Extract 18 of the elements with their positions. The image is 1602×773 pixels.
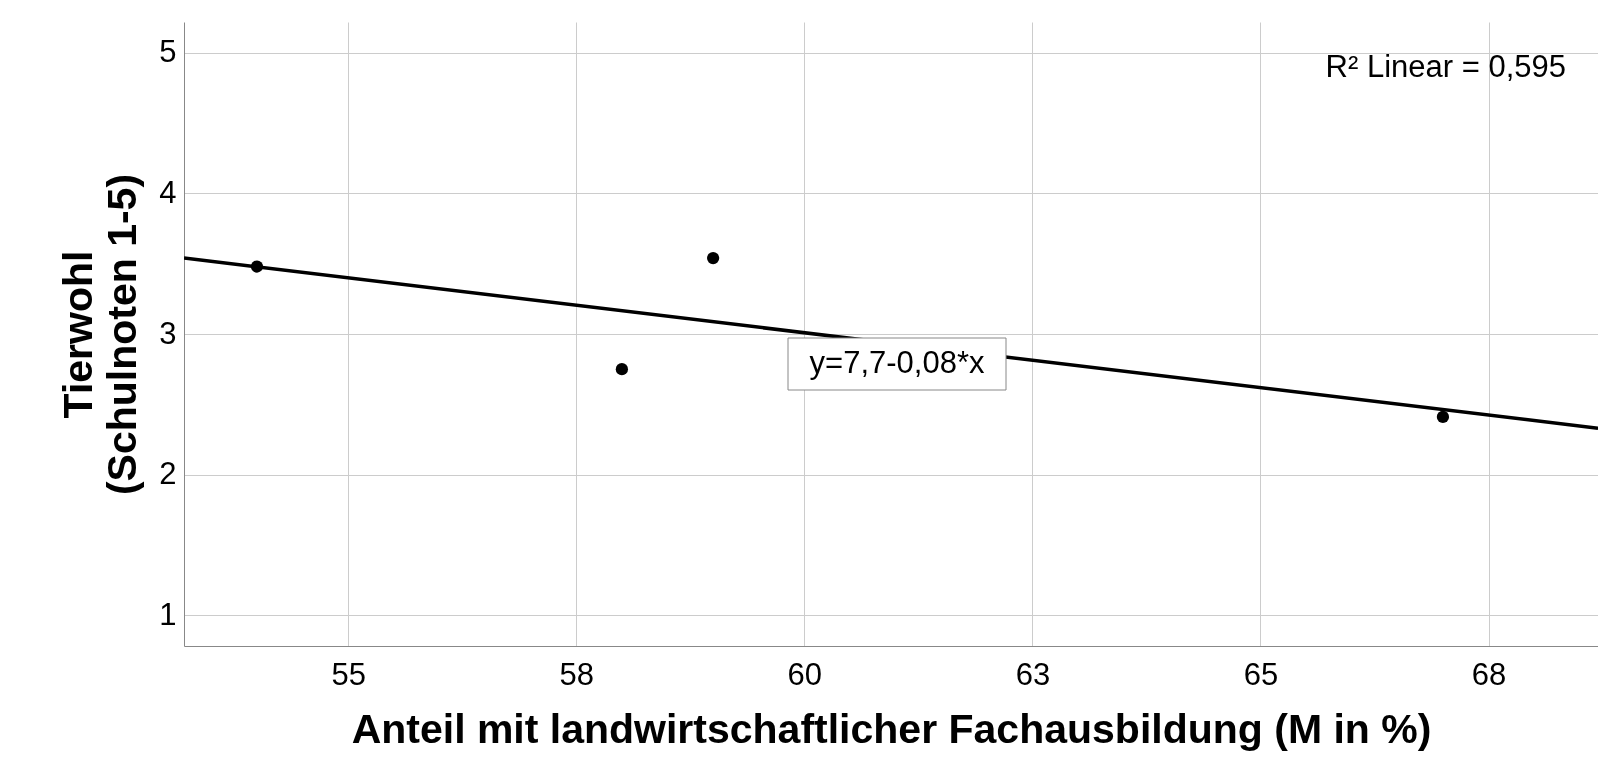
x-tick-label: 58 — [559, 656, 595, 692]
x-tick-label: 65 — [1243, 656, 1279, 692]
y-tick-label: 5 — [159, 34, 177, 70]
point — [706, 252, 720, 265]
x-tick-label: 55 — [331, 656, 366, 692]
x-tick-label: 60 — [787, 656, 823, 692]
annotation: y=7,7-0,08*x — [809, 345, 985, 380]
y-tick-label: 3 — [159, 315, 177, 351]
annotation: R² Linear = 0,595 — [1325, 49, 1566, 84]
y-tick-label: 4 — [159, 174, 177, 210]
y-tick-label: 2 — [159, 456, 177, 492]
y-tick-label: 1 — [159, 596, 177, 632]
x-axis-title: Anteil mit landwirtschaftlicher Fachausbildung (M in %) — [351, 705, 1432, 752]
point — [1436, 410, 1450, 424]
y-axis-title: Tierwohl (Schulnoten 1-5) — [55, 173, 146, 496]
x-tick-label: 63 — [1015, 656, 1051, 692]
x-tick-label: 68 — [1471, 656, 1507, 692]
point — [615, 363, 629, 376]
